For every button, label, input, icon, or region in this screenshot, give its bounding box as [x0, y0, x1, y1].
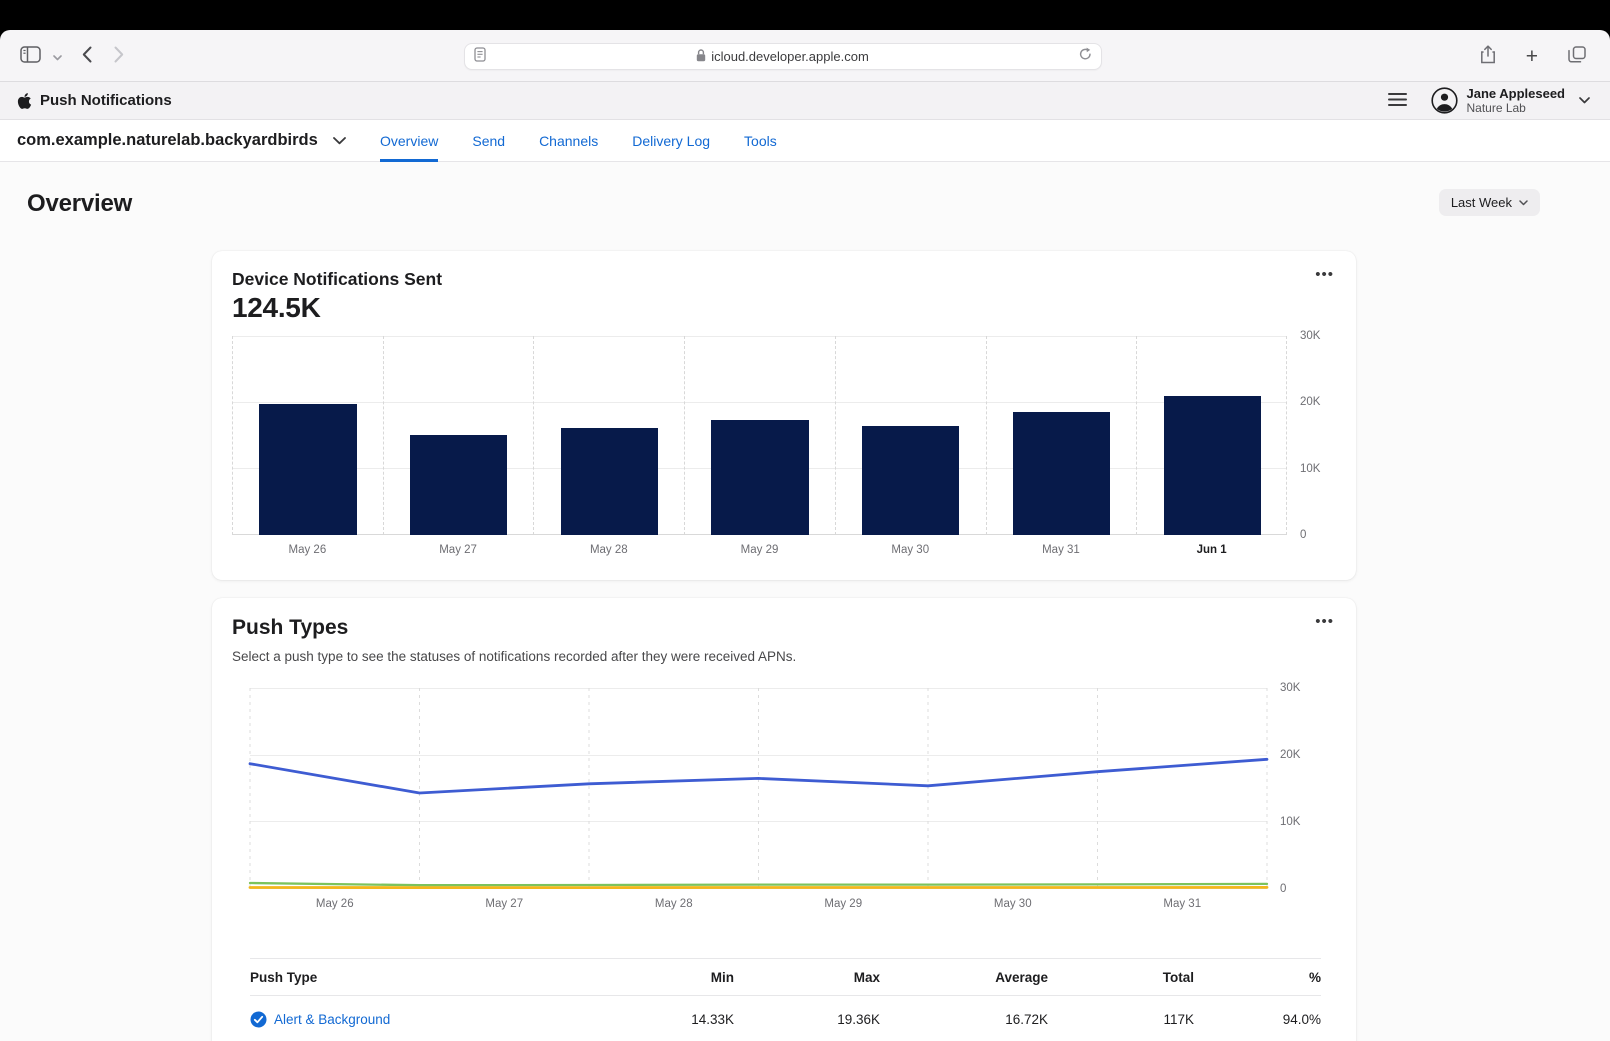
page-title: Overview: [27, 190, 133, 217]
bundle-selector[interactable]: com.example.naturelab.backyardbirds: [17, 131, 346, 150]
bar-column: [684, 336, 835, 535]
bar-column: [834, 336, 986, 535]
card-more-button[interactable]: •••: [1311, 263, 1338, 286]
cell-max: 19.36K: [837, 1012, 880, 1027]
lock-icon: [696, 48, 706, 65]
bar: [1012, 411, 1111, 535]
chevron-down-icon: [1519, 199, 1528, 206]
tab-channels[interactable]: Channels: [539, 133, 599, 149]
card-description: Select a push type to see the statuses o…: [232, 649, 797, 664]
url-text: icloud.developer.apple.com: [711, 49, 869, 64]
app-header: Push Notifications Jane Appleseed Nature…: [0, 82, 1610, 120]
notifications-total: 124.5K: [232, 292, 321, 323]
cell-total: 117K: [1163, 1012, 1194, 1027]
header-total: Total: [1162, 969, 1194, 985]
bar: [862, 425, 960, 535]
tab-overview[interactable]: Overview: [380, 120, 439, 162]
bar-column: [382, 336, 534, 535]
bundle-id: com.example.naturelab.backyardbirds: [17, 131, 318, 149]
date-range-selector[interactable]: Last Week: [1438, 189, 1540, 216]
tabs-overview-icon: [1568, 46, 1586, 66]
card-title: Device Notifications Sent: [232, 269, 443, 289]
header-min: Min: [710, 969, 734, 985]
page-content: Overview Last Week ••• Device Notificati…: [0, 162, 1610, 1041]
tab-overview-button[interactable]: [1564, 42, 1590, 70]
tab-delivery-log[interactable]: Delivery Log: [632, 133, 711, 149]
reload-icon[interactable]: [1079, 47, 1092, 66]
push-type-link[interactable]: Alert & Background: [274, 1012, 391, 1027]
bar: [409, 434, 508, 535]
line-x-axis: May 26 May 27 May 28 May 29 May 30 May 3…: [315, 898, 1202, 910]
header-average: Average: [995, 969, 1048, 985]
check-circle-icon[interactable]: [250, 1011, 267, 1028]
forward-button[interactable]: [110, 42, 128, 70]
avatar-icon: [1431, 87, 1459, 115]
tab-bar: Overview Send Channels Delivery Log Tool…: [380, 120, 777, 162]
tab-send[interactable]: Send: [472, 133, 506, 149]
bar-plot: 30K 20K 10K 0: [232, 330, 1320, 541]
new-tab-button[interactable]: +: [1522, 42, 1542, 71]
sidebar-menu-button[interactable]: [49, 45, 66, 68]
line-y-axis: 30K 20K 10K 0: [1280, 682, 1301, 895]
bar-column: [1136, 336, 1287, 535]
bar-column: [533, 336, 684, 535]
user-org: Nature Lab: [1466, 100, 1526, 115]
share-button[interactable]: [1476, 41, 1500, 71]
bundle-nav: com.example.naturelab.backyardbirds Over…: [0, 120, 1610, 162]
reader-icon[interactable]: [474, 46, 486, 67]
header-percent: %: [1308, 969, 1321, 985]
chevron-down-icon: [53, 49, 62, 64]
apple-logo-icon: [17, 92, 32, 110]
device-notifications-card: ••• Device Notifications Sent 124.5K 30K…: [212, 251, 1356, 580]
bar-chart: 30K 20K 10K 0 May 26 May 27 May 28 May 2…: [232, 330, 1336, 556]
cell-percent: 94.0%: [1282, 1012, 1321, 1027]
chevron-left-icon: [82, 46, 92, 66]
menubar-strip: [0, 0, 1610, 30]
cell-min: 14.33K: [691, 1012, 734, 1027]
date-range-label: Last Week: [1450, 195, 1512, 210]
bar: [711, 419, 809, 535]
bar-column: [985, 336, 1137, 535]
table-header: Push Type Min Max Average Total %: [250, 958, 1321, 996]
line-plot: 30K 20K 10K 0: [248, 682, 1300, 895]
sidebar-toggle-button[interactable]: [16, 42, 45, 70]
plus-icon: +: [1525, 44, 1538, 68]
push-types-card: ••• Push Types Select a push type to see…: [212, 598, 1356, 1041]
table-row: Alert & Background 14.33K 19.36K 16.72K …: [250, 996, 1321, 1028]
browser-toolbar: icloud.developer.apple.com +: [0, 30, 1610, 82]
user-name: Jane Appleseed: [1466, 85, 1565, 101]
chevron-down-icon: [1579, 97, 1590, 104]
chevron-right-icon: [114, 46, 124, 66]
bar-x-axis: May 26 May 27 May 28 May 29 May 30 May 3…: [288, 544, 1227, 556]
header-max: Max: [853, 969, 880, 985]
card-more-button[interactable]: •••: [1311, 610, 1338, 633]
address-bar[interactable]: icloud.developer.apple.com: [464, 43, 1102, 70]
bar-y-axis: 30K 20K 10K 0: [1300, 330, 1321, 541]
card-title: Push Types: [232, 616, 349, 639]
sidebar-icon: [20, 46, 41, 66]
bar: [259, 403, 357, 535]
header-push-type: Push Type: [250, 969, 318, 985]
user-menu[interactable]: Jane Appleseed Nature Lab: [1431, 85, 1590, 116]
app-title: Push Notifications: [40, 92, 172, 109]
tab-tools[interactable]: Tools: [744, 133, 777, 149]
cell-average: 16.72K: [1005, 1012, 1048, 1027]
chevron-down-icon: [332, 136, 346, 145]
push-type-table: Push Type Min Max Average Total % Alert …: [250, 958, 1321, 1028]
bar: [560, 427, 658, 535]
bar: [1163, 396, 1261, 535]
bar-column: [232, 336, 383, 535]
line-chart: 30K 20K 10K 0 May 26 May 27 May 28 May 2…: [248, 682, 1321, 910]
hamburger-icon: [1388, 93, 1408, 109]
menu-button[interactable]: [1384, 89, 1411, 113]
back-button[interactable]: [78, 42, 96, 70]
share-icon: [1480, 45, 1496, 67]
